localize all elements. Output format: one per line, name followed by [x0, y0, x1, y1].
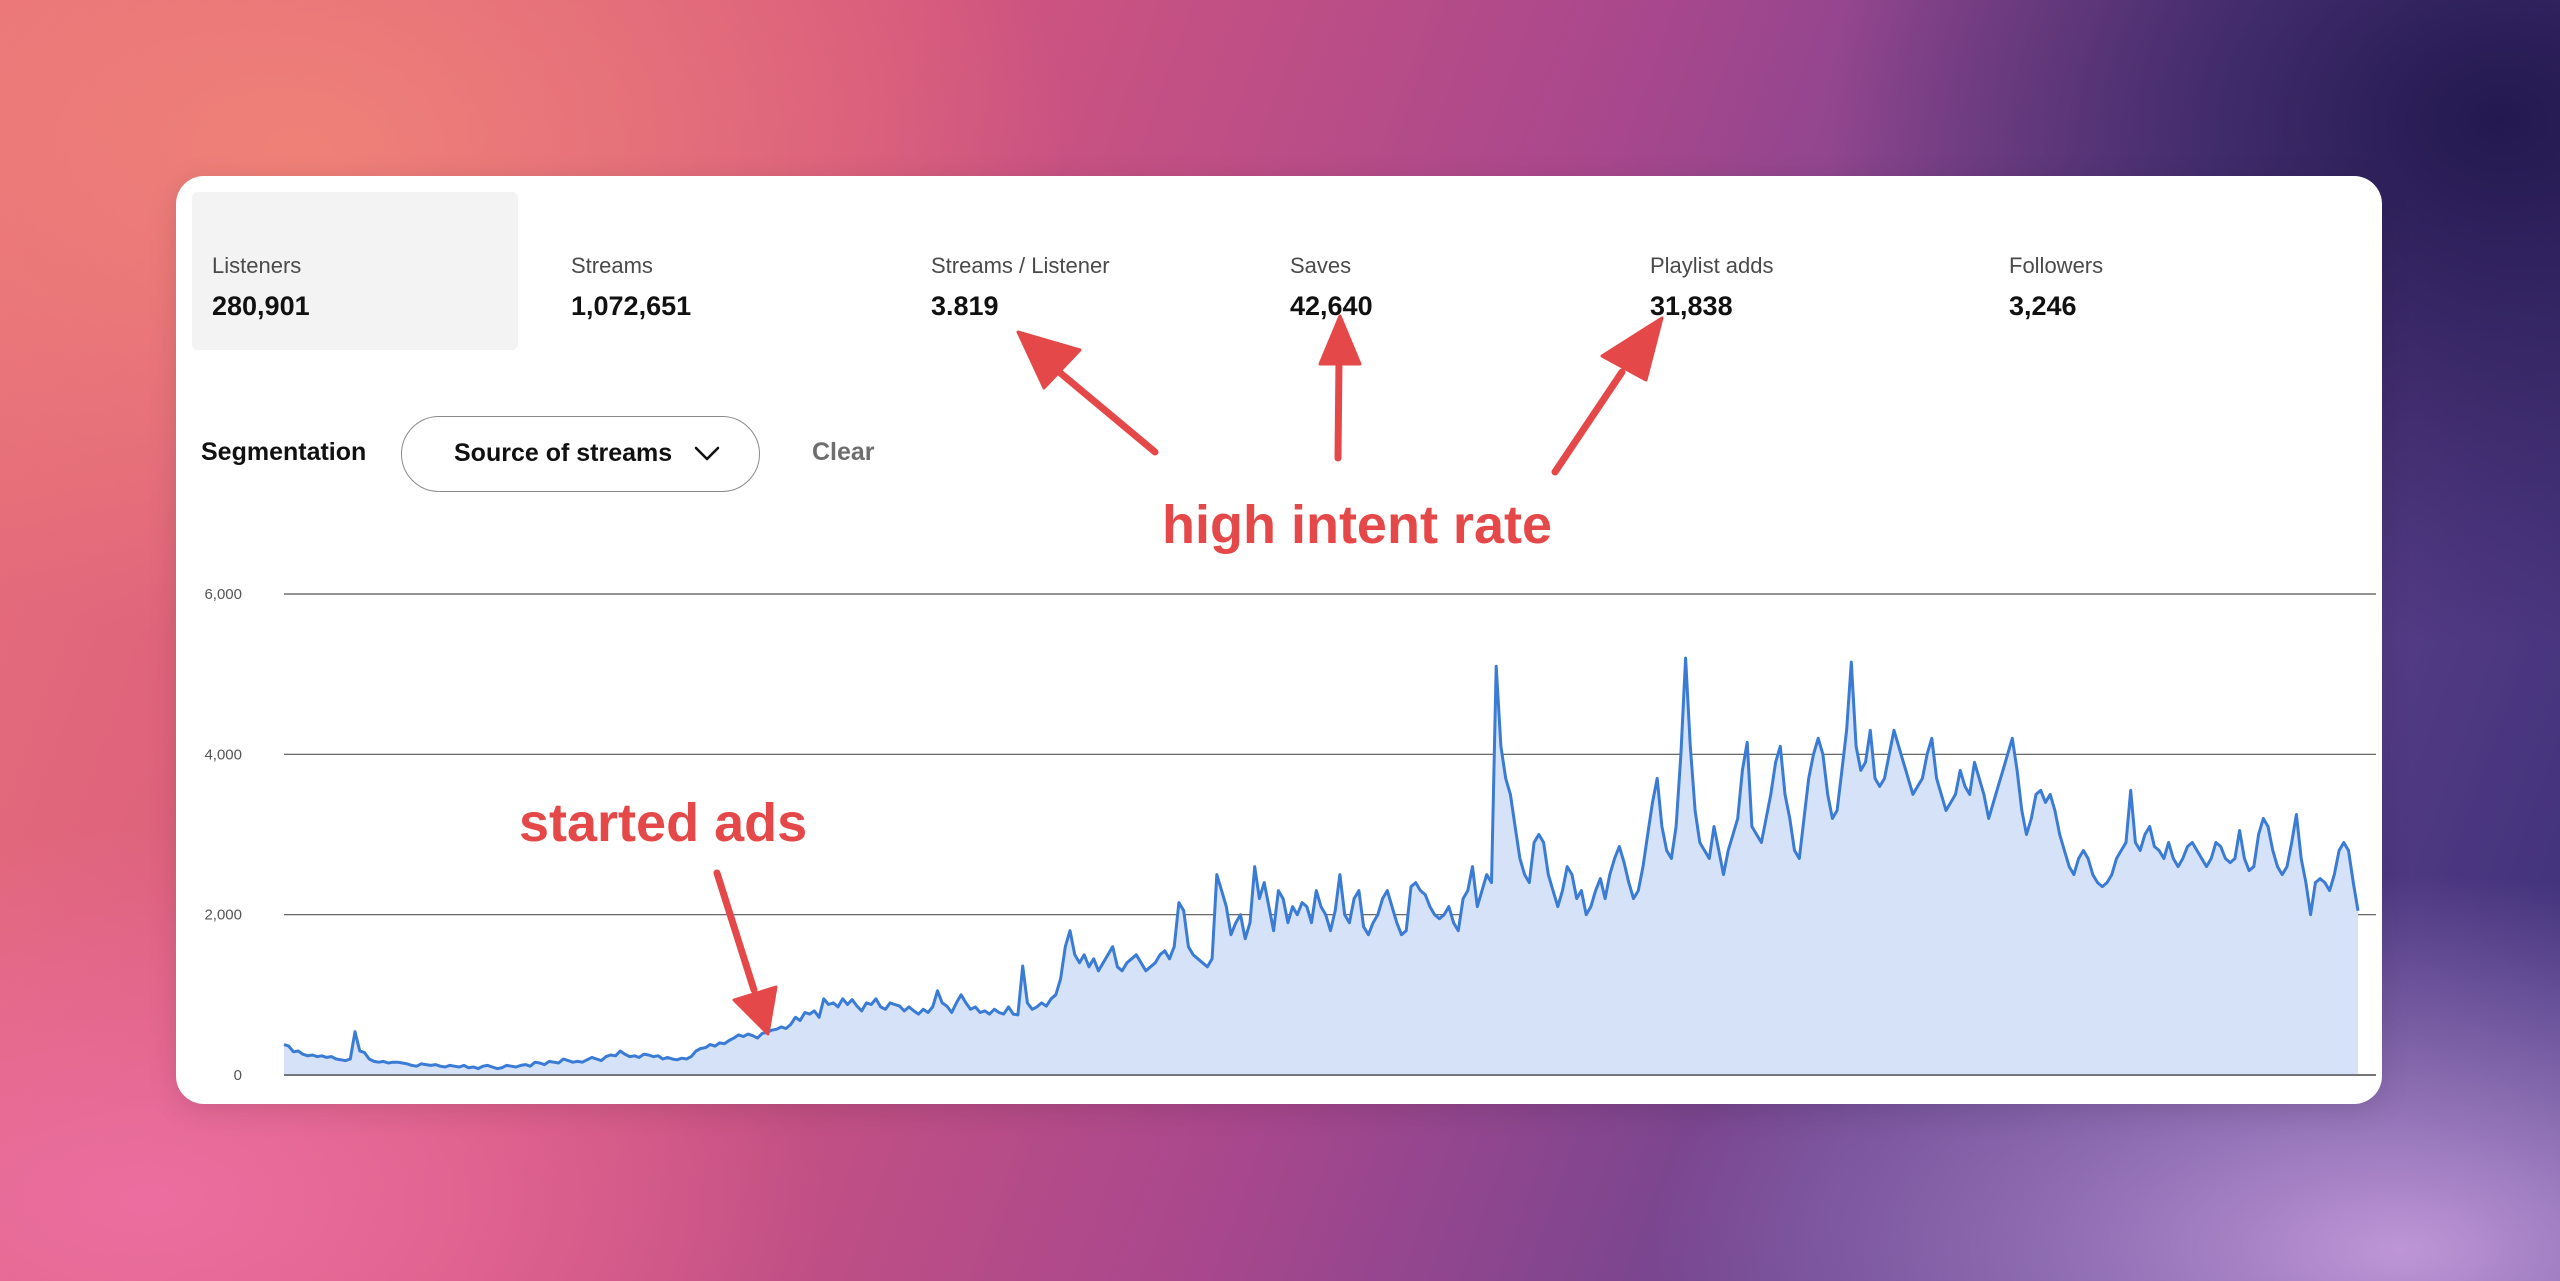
- y-tick-label: 6,000: [204, 586, 242, 603]
- y-tick-label: 4,000: [204, 746, 242, 763]
- metric-value: 3.819: [931, 291, 999, 321]
- segmentation-select-value: Source of streams: [454, 439, 673, 467]
- metric-tile-listeners[interactable]: Listeners 280,901: [192, 192, 518, 350]
- metric-value: 280,901: [212, 291, 310, 321]
- metric-tile-playlist-adds[interactable]: Playlist adds 31,838: [1630, 192, 1956, 350]
- metric-value: 1,072,651: [571, 291, 692, 321]
- metric-value: 31,838: [1650, 291, 1733, 321]
- clear-button[interactable]: Clear: [812, 438, 875, 466]
- segmentation-label: Segmentation: [201, 438, 367, 466]
- annotation-high-intent: high intent rate: [1162, 495, 1552, 555]
- metric-tile-saves[interactable]: Saves 42,640: [1270, 192, 1596, 350]
- metric-value: 3,246: [2009, 291, 2077, 321]
- analytics-card: Listeners 280,901 Streams 1,072,651 Streams …: [176, 176, 2382, 1104]
- metric-label: Streams / Listener: [931, 253, 1110, 278]
- metric-tile-streams[interactable]: Streams 1,072,651: [551, 192, 877, 350]
- metric-label: Followers: [2009, 253, 2104, 278]
- metric-label: Playlist adds: [1650, 253, 1774, 278]
- listeners-chart: 6,000 4,000 2,000 0: [204, 586, 2376, 1084]
- metric-tile-streams-listener[interactable]: Streams / Listener 3.819: [911, 192, 1237, 350]
- metric-label: Streams: [571, 253, 653, 278]
- metric-label: Listeners: [212, 253, 302, 278]
- segmentation-select[interactable]: Source of streams: [401, 416, 760, 492]
- series-area: [284, 658, 2358, 1075]
- y-tick-label: 0: [234, 1067, 242, 1084]
- metric-label: Saves: [1290, 253, 1352, 278]
- series-line: [283, 656, 2360, 1071]
- chevron-down-icon: [694, 446, 720, 461]
- annotation-started-ads: started ads: [519, 793, 808, 853]
- y-tick-label: 2,000: [204, 907, 242, 924]
- metric-tile-followers[interactable]: Followers 3,246: [1989, 192, 2315, 350]
